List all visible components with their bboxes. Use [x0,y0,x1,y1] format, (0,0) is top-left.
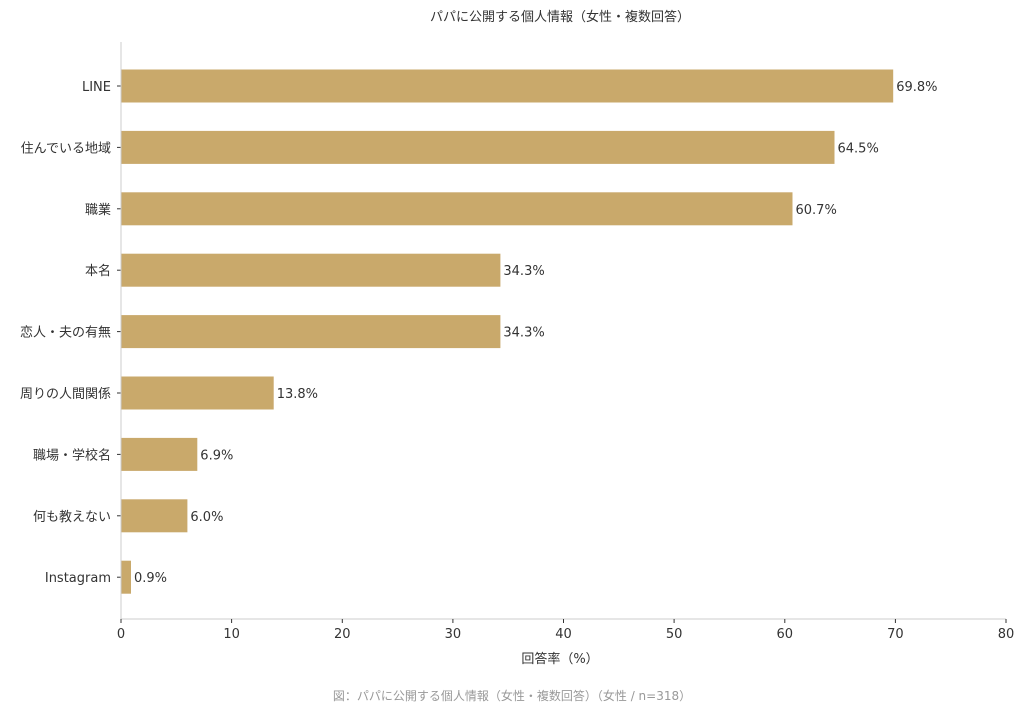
bar [121,253,501,287]
category-label: 何も教えない [33,509,111,525]
category-label: 本名 [85,263,111,279]
x-axis-title: 回答率（%） [521,651,598,667]
bar [121,315,501,349]
figure-caption: 図：パパに公開する個人情報（女性・複数回答）（女性 / n=318） [333,688,691,703]
category-label: Instagram [45,571,111,586]
data-label: 34.3% [503,326,544,341]
bar [121,499,188,533]
bar [121,437,198,471]
category-label: 職業 [85,202,111,218]
bar [121,376,274,410]
bar [121,130,835,164]
data-label: 69.8% [896,80,937,95]
data-label: 64.5% [838,141,879,156]
x-tick-label: 40 [555,627,572,642]
data-label: 0.9% [134,571,167,586]
x-tick-label: 70 [887,627,904,642]
bar [121,192,793,226]
chart-title: パパに公開する個人情報（女性・複数回答） [430,9,690,25]
bar [121,560,131,594]
labels-layer: LINE 69.8% 住んでいる地域 64.5% 職業 60.7% 本名 34.3% 恋人・夫の… [20,80,938,586]
data-label: 6.9% [200,448,233,463]
category-label: 恋人・夫の有無 [20,325,111,341]
category-label: 職場・学校名 [33,447,111,463]
category-label: 周りの人間関係 [20,387,111,402]
x-tick-label: 0 [117,627,125,642]
bars-layer [121,69,894,594]
category-label: 住んでいる地域 [21,141,111,156]
data-label: 34.3% [503,264,544,279]
bar [121,69,894,103]
x-tick-label: 60 [777,627,794,642]
x-tick-label: 20 [334,627,351,642]
category-label: LINE [82,80,111,95]
data-label: 60.7% [796,203,837,218]
x-tick-label: 30 [445,627,462,642]
x-tick-label: 50 [666,627,683,642]
x-tick-label: 80 [998,627,1015,642]
data-label: 13.8% [277,387,318,402]
x-tick-label: 10 [223,627,240,642]
x-axis-ticks: 0 10 20 30 40 50 60 70 80 [117,619,1014,642]
data-label: 6.0% [190,510,223,525]
